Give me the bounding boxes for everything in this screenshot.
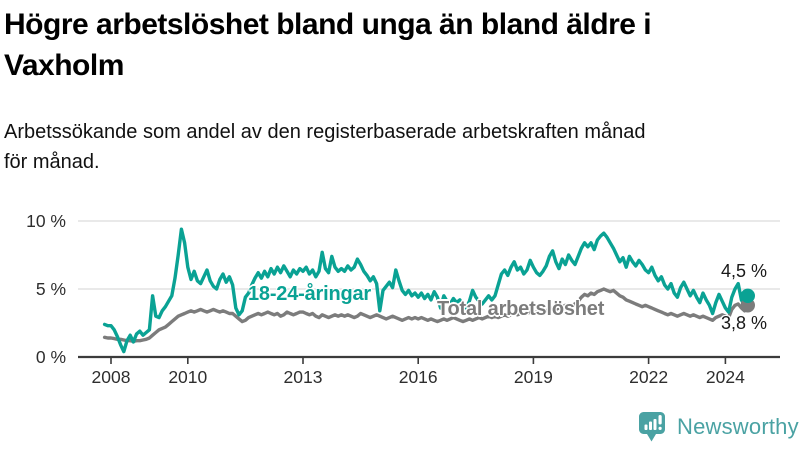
x-tick-label: 2010 [168,367,207,387]
series-lines [102,227,755,354]
chart-subtitle: Arbetssökande som andel av den registerb… [4,121,646,173]
y-tick-label: 10 % [26,211,66,231]
x-axis: 0 % 5 % 10 % 2008 2010 2013 2016 2019 2022 2024 [26,211,780,387]
newsworthy-bubble-chart-icon [639,412,665,442]
grid-lines [78,220,780,290]
end-value-total: 3,8 % [721,313,768,333]
x-tick-label: 2022 [629,367,668,387]
x-tick-label: 2019 [514,367,553,387]
series-line-total [102,287,750,344]
newsworthy-wordmark: Newsworthy [677,414,799,439]
x-tick-label: 2016 [399,367,438,387]
y-tick-label: 5 % [36,279,66,299]
y-tick-label: 0 % [36,347,66,367]
series-label-total: Total arbetslöshet [437,298,605,320]
chart-title: Högre arbetslöshet bland unga än bland ä… [4,8,652,82]
x-tick-label: 2013 [284,367,323,387]
series-label-youth: 18-24-åringar [248,283,372,305]
series-end-dot-youth [740,288,755,303]
end-value-youth: 4,5 % [721,261,768,281]
series-line-youth [102,227,750,354]
x-tick-label: 2008 [92,367,131,387]
newsworthy-logo: Newsworthy [638,411,799,443]
x-tick-label: 2024 [706,367,745,387]
